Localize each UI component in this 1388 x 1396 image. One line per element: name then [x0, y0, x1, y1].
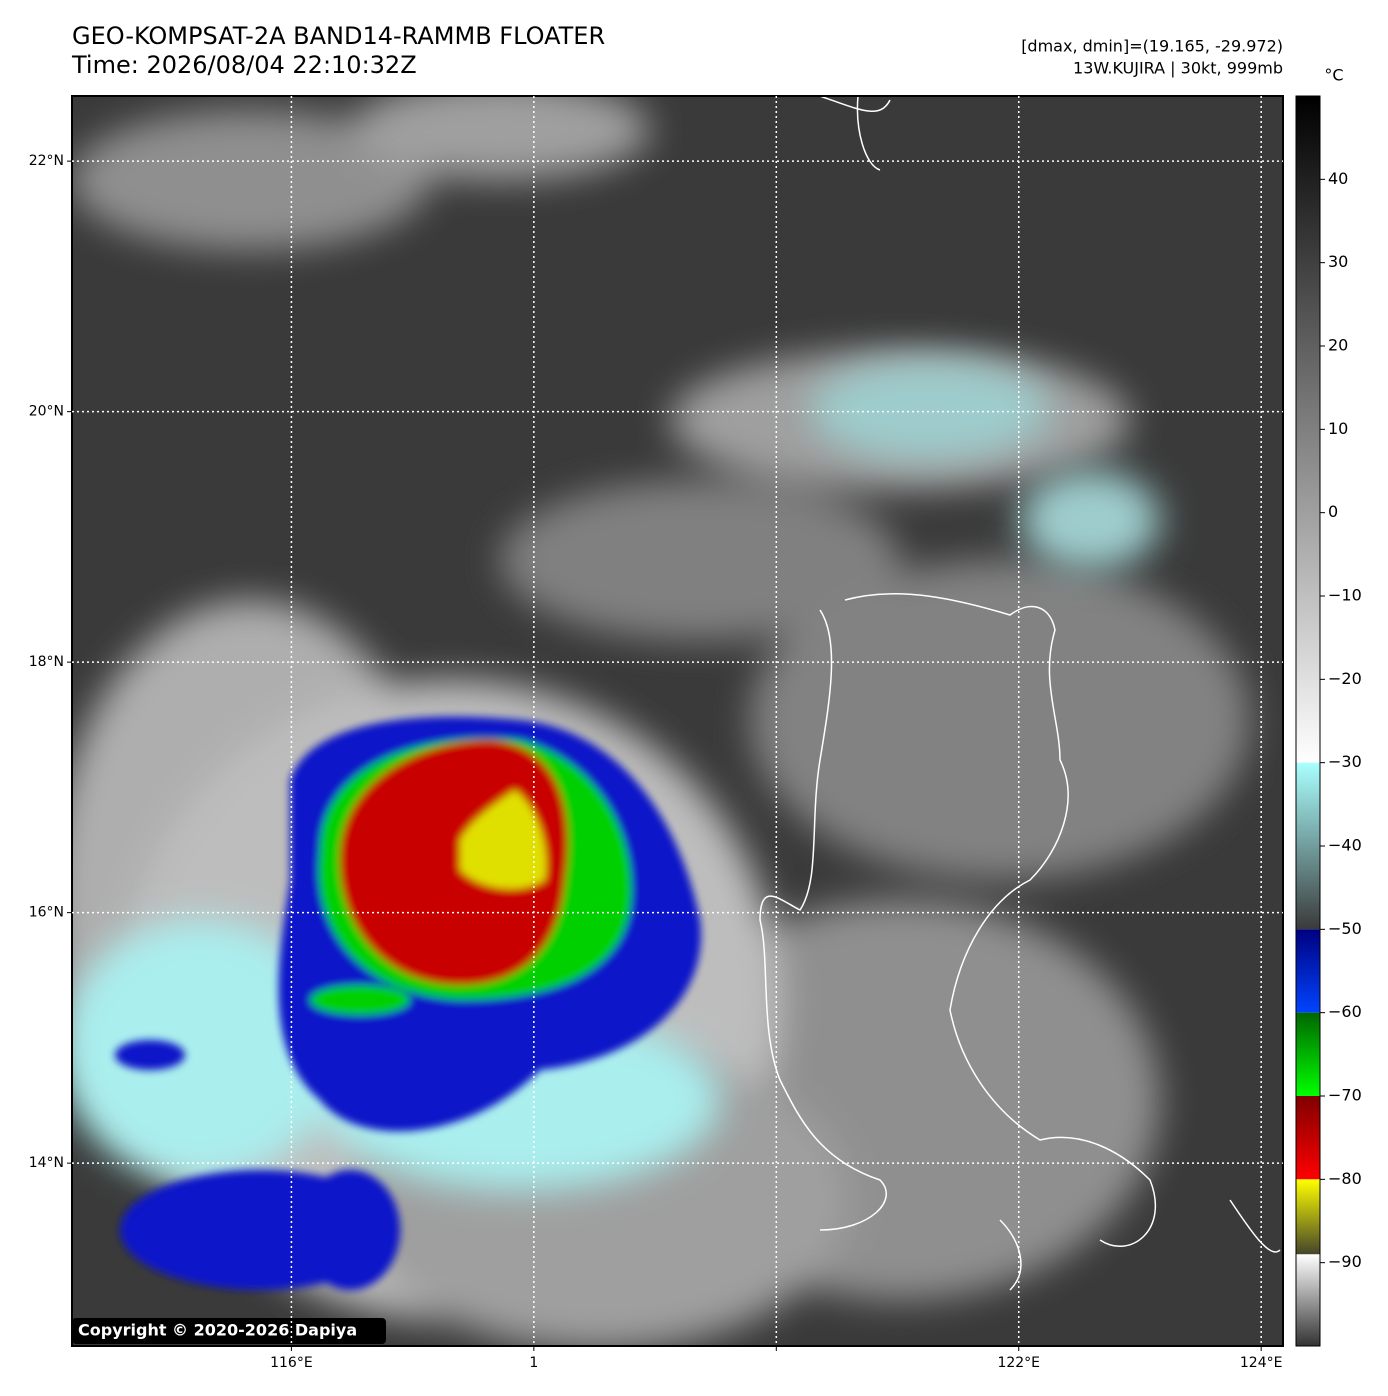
colorbar-tick-label: 40 [1328, 169, 1348, 188]
y-tick-label: 16°N [29, 905, 64, 921]
colorbar-segment [1296, 1096, 1320, 1180]
colorbar: 40 30 20 10 0 −10 −20 −30 −40 −50 −60 −70 −80 −90 [1296, 96, 1362, 1346]
colorbar-tick-label: 10 [1328, 419, 1348, 438]
y-tick-label: 14°N [29, 1155, 64, 1171]
copyright: Copyright © 2020-2026 Dapiya [78, 1321, 357, 1340]
coastline [759, 96, 1281, 1291]
colorbar-tick-label: −90 [1328, 1252, 1362, 1271]
title: GEO-KOMPSAT-2A BAND14-RAMMB FLOATER [72, 22, 605, 50]
colorbar-segment [1296, 1012, 1320, 1096]
colorbar-tick-label: −70 [1328, 1086, 1362, 1105]
y-tick-label: 22°N [29, 153, 64, 169]
colorbar-tick-label: 20 [1328, 336, 1348, 355]
range: [dmax, dmin]=(19.165, -29.972) [1021, 37, 1283, 56]
colorbar-tick-label: −40 [1328, 836, 1362, 855]
colorbar-tick-label: 0 [1328, 502, 1338, 521]
colorbar-segment [1296, 1179, 1320, 1255]
colorbar-segment [1296, 762, 1320, 930]
map-frame [71, 95, 1284, 1347]
colorbar-unit: °C [1324, 66, 1343, 85]
colorbar-tick-label: 30 [1328, 252, 1348, 271]
colorbar-frame [1295, 95, 1321, 1347]
colorbar-tick-label: −50 [1328, 919, 1362, 938]
colorbar-tick-label: −80 [1328, 1169, 1362, 1188]
copyright-box [72, 1318, 386, 1344]
x-tick-label: 116°E [270, 1355, 313, 1371]
colorbar-tick-label: −10 [1328, 586, 1362, 605]
x-tick-label: 122°E [997, 1355, 1040, 1371]
colorbar-segment [1296, 1254, 1320, 1346]
imagery [72, 96, 1283, 1346]
colorbar-tick-label: −60 [1328, 1002, 1362, 1021]
colorbar-tick-label: −20 [1328, 669, 1362, 688]
time: Time: 2026/08/04 22:10:32Z [71, 51, 417, 79]
colorbar-segment [1296, 96, 1320, 763]
y-tick-label: 20°N [29, 404, 64, 420]
x-tick-label: 1 [529, 1355, 538, 1371]
storm: 13W.KUJIRA | 30kt, 999mb [1073, 59, 1283, 78]
colorbar-tick-label: −30 [1328, 752, 1362, 771]
x-tick-label: 124°E [1240, 1355, 1283, 1371]
y-tick-label: 18°N [29, 654, 64, 670]
colorbar-segment [1296, 929, 1320, 1013]
